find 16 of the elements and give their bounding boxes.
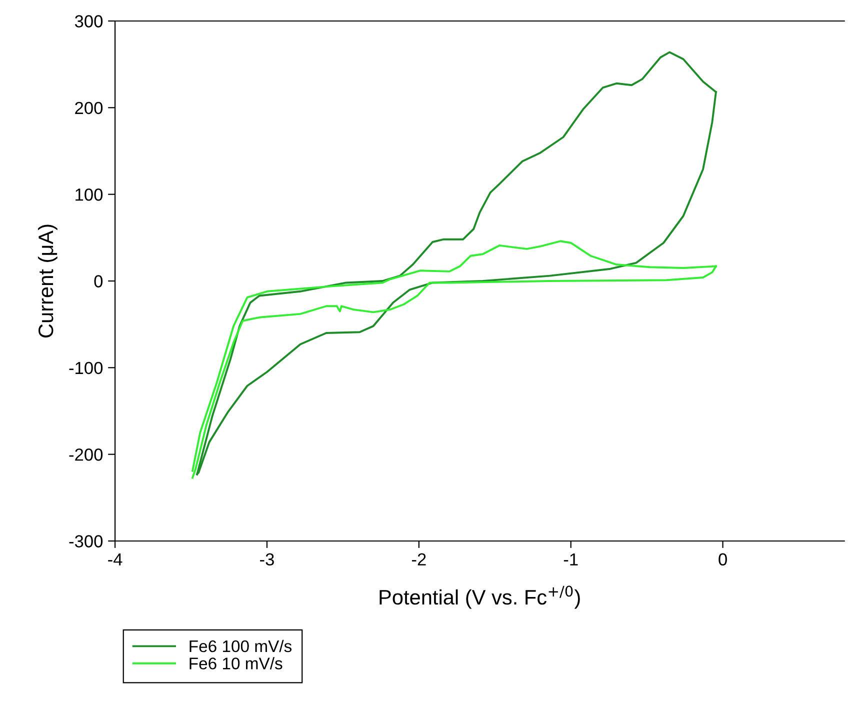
y-axis-title: Current (μA) [38, 224, 58, 338]
x-tick-label: -4 [108, 553, 122, 566]
y-tick-label: 200 [75, 102, 103, 114]
legend-label: Fe6 100 mV/s [190, 640, 292, 652]
y-tick-label: 100 [76, 188, 103, 201]
x-tick-label: 0 [718, 553, 727, 566]
y-tick-label: -100 [69, 362, 103, 374]
x-tick-label: -2 [412, 553, 426, 566]
x-axis-title: Potential (V vs. Fc$^{+/0}$) [380, 586, 580, 609]
y-tick-label: -200 [69, 448, 103, 461]
y-tick-label: 0 [94, 275, 103, 288]
x-tick-label: -1 [564, 553, 578, 566]
x-tick-label: -3 [260, 553, 274, 566]
legend-label: Fe6 10 mV/s [190, 657, 282, 670]
y-tick-label: 300 [74, 15, 103, 28]
y-tick-label: -300 [69, 535, 103, 548]
